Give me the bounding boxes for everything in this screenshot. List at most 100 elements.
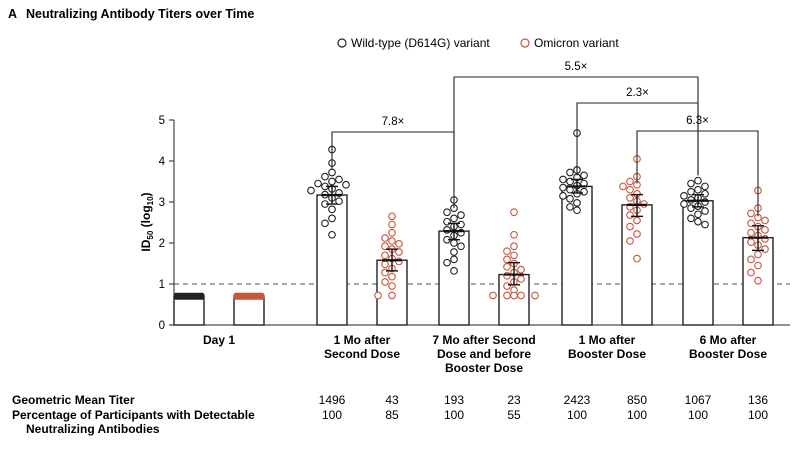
data-point-omicron [395,248,403,256]
data-point-omicron [388,212,396,221]
category-label: 7 Mo after Second [432,333,535,347]
data-point-wildtype [580,171,588,180]
data-point-omicron [510,251,518,260]
table-row-label: Geometric Mean Titer [12,393,135,407]
data-point-omicron [381,242,389,251]
data-point-omicron [374,291,382,300]
legend: Wild-type (D614G) variant Omicron varian… [337,36,619,50]
table-value: 100 [322,408,342,422]
data-point-omicron [754,261,762,270]
table-value: 85 [385,408,399,422]
data-point-wildtype [580,187,588,196]
data-point-omicron [626,185,634,194]
table-row-label: Neutralizing Antibodies [26,422,160,436]
data-point-wildtype [566,203,574,211]
category-label: 1 Mo after [334,333,391,347]
data-point-wildtype [694,217,702,226]
data-point-wildtype [566,194,574,203]
data-point-omicron [633,254,641,263]
data-point-wildtype [687,204,695,212]
table-row-label: Percentage of Participants with Detectab… [12,408,255,422]
data-point-wildtype [335,175,343,184]
y-tick-label: 5 [159,115,165,127]
data-point-wildtype [701,220,709,229]
data-point-omicron [517,265,525,274]
data-point-wildtype [559,183,567,192]
y-tick-label: 4 [159,156,166,168]
baseline-points-cluster [233,292,265,300]
data-point-omicron [503,262,511,271]
data-point-wildtype [307,186,315,195]
data-point-omicron [503,255,511,264]
data-point-wildtype [342,180,350,189]
table-value: 1496 [319,393,346,407]
data-point-omicron [388,291,396,300]
data-point-wildtype [701,182,709,191]
data-point-omicron [388,237,396,245]
comparison-bracket: 7.8× [331,116,455,192]
data-point-omicron [531,291,539,300]
data-point-omicron [626,222,634,231]
data-point-omicron [395,239,403,248]
data-point-wildtype [450,267,458,275]
legend-label-wildtype: Wild-type (D614G) variant [351,36,490,50]
category-label: Second Dose [324,347,400,361]
error-bars-layer [322,178,768,286]
data-point-omicron [510,230,518,239]
table-value: 100 [567,408,587,422]
data-point-omicron [761,245,769,253]
table-value: 100 [688,408,708,422]
data-point-wildtype [694,210,702,219]
data-point-omicron [633,230,641,238]
data-point-omicron [388,220,396,229]
table-value: 850 [627,393,647,407]
table-value: 100 [627,408,647,422]
table-value: 1067 [685,393,712,407]
legend-marker-omicron [520,38,530,48]
data-point-wildtype [457,211,465,219]
table-value: 2423 [564,393,591,407]
data-point-omicron [381,260,389,269]
data-point-omicron [381,278,389,286]
data-point-wildtype [328,168,336,177]
data-point-wildtype [680,200,688,208]
data-point-omicron [510,291,518,300]
data-point-omicron [517,275,525,283]
category-label: 6 Mo after [700,333,757,347]
y-axis-label: ID50 (log10) [139,192,155,251]
data-point-omicron [747,209,755,218]
data-point-omicron [510,242,518,251]
data-point-wildtype [450,214,458,223]
bar-wildtype [173,295,205,326]
comparison-bracket: 2.3× [576,87,699,176]
data-point-omicron [747,255,755,264]
data-point-wildtype [687,179,695,188]
data-point-wildtype [573,206,581,215]
data-point-omicron [503,291,511,300]
data-point-omicron [747,228,755,237]
comparison-brackets: 7.8× 5.5× 2.3× 6.3× [331,61,759,217]
data-point-omicron [510,208,518,217]
legend-label-omicron: Omicron variant [534,36,619,50]
data-point-wildtype [314,179,322,188]
comparison-fold-label: 2.3× [626,87,649,99]
data-point-omicron [388,272,396,281]
comparison-fold-label: 6.3× [686,115,709,127]
panel-letter: A [8,7,17,21]
data-point-omicron [761,226,769,234]
data-point-wildtype [328,214,336,223]
bar-wildtype [316,194,348,326]
data-point-wildtype [573,198,581,207]
data-point-omicron [626,211,634,219]
comparison-fold-label: 7.8× [382,116,405,128]
panel-title: Neutralizing Antibody Titers over Time [26,7,254,21]
table-value: 100 [748,408,768,422]
table-value: 43 [385,393,399,407]
y-tick-label: 1 [159,279,165,291]
data-point-omicron [747,238,755,247]
data-point-omicron [747,268,755,277]
data-point-omicron [388,282,396,290]
data-point-omicron [761,216,769,225]
comparison-fold-label: 5.5× [565,61,588,73]
